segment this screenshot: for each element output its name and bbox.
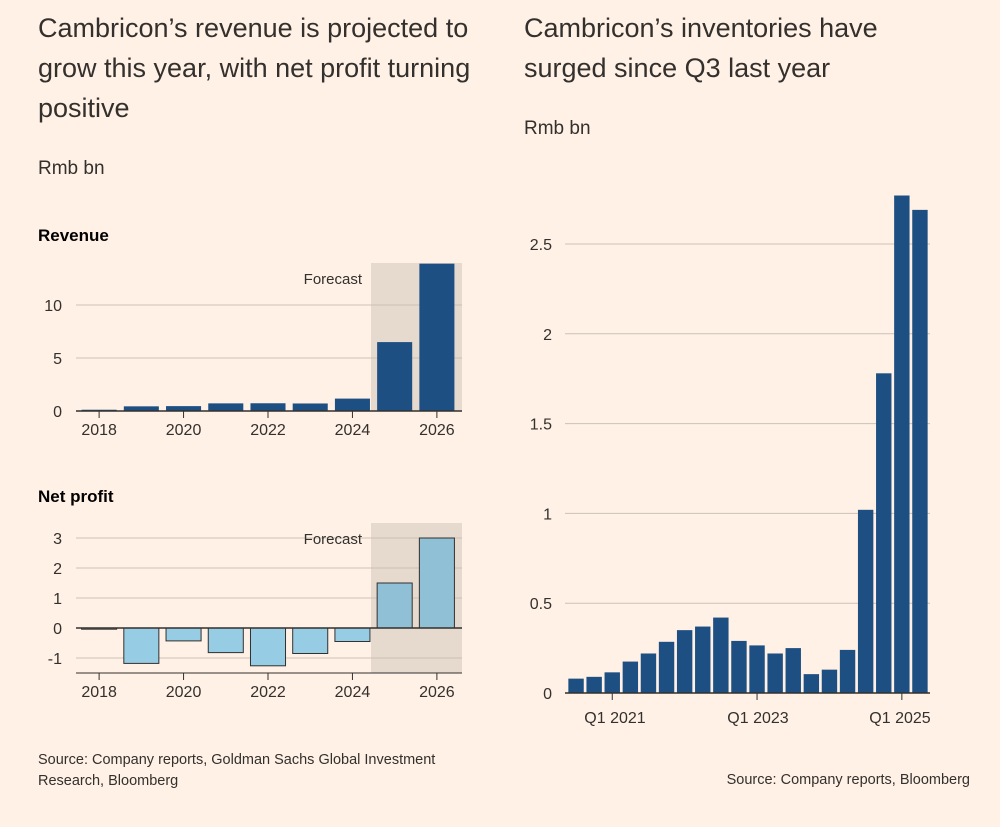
x-tick-label-2-0: Q1 2021	[584, 710, 645, 727]
bar-1-2021	[207, 627, 244, 654]
y-tick-label-2-1: 1	[543, 506, 552, 523]
bar-0-2021	[208, 403, 244, 411]
bar-2-16	[857, 509, 874, 693]
bar-0-2023	[292, 403, 328, 411]
bar-2-5	[658, 641, 675, 693]
bar-2-1	[586, 676, 602, 693]
bar-2-11	[767, 653, 783, 693]
bar-2-13	[803, 674, 820, 693]
x-tick-label-0-2020: 2020	[166, 422, 202, 439]
left-source-note: Source: Company reports, Goldman Sachs G…	[38, 752, 436, 789]
bar-0-2019	[123, 406, 159, 411]
revenue-subtitle: Revenue	[38, 226, 109, 245]
bar-2-4	[640, 653, 657, 693]
bar-1-2026	[418, 537, 455, 629]
y-tick-label-0-0: 0	[53, 404, 62, 421]
bar-2-3	[622, 661, 639, 693]
bar-2-8	[713, 617, 729, 693]
x-tick-label-1-2022: 2022	[250, 684, 286, 701]
left-unit-label: Rmb bn	[38, 158, 105, 179]
bar-2-7	[695, 626, 711, 693]
bar-0-2024	[334, 398, 370, 411]
y-tick-label-1-3: 3	[53, 531, 62, 548]
bar-0-2025	[377, 342, 413, 411]
bar-1-2024	[334, 627, 371, 642]
bar-0-2020	[166, 406, 202, 411]
x-tick-label-1-2024: 2024	[335, 684, 371, 701]
y-tick-label-2-2.5: 2.5	[530, 237, 552, 254]
left-chart-title: Cambricon’s revenue is projected to grow…	[38, 13, 471, 123]
net-profit-subtitle: Net profit	[38, 487, 114, 506]
bar-1-2020	[165, 627, 202, 642]
bar-1-2023	[292, 627, 329, 654]
x-tick-label-0-2024: 2024	[335, 422, 371, 439]
bar-1-2019	[123, 627, 160, 664]
x-tick-label-1-2026: 2026	[419, 684, 455, 701]
bar-2-9	[731, 640, 747, 693]
y-tick-label-2-0: 0	[543, 686, 552, 703]
x-tick-label-2-1: Q1 2023	[727, 710, 788, 727]
bar-2-18	[894, 195, 910, 693]
right-source-note: Source: Company reports, Bloomberg	[726, 772, 970, 788]
bar-2-0	[568, 678, 584, 693]
bar-2-15	[839, 649, 856, 693]
bar-1-2025	[376, 582, 413, 629]
y-tick-label-0-10: 10	[44, 298, 62, 315]
y-tick-label-0-5: 5	[53, 351, 62, 368]
y-tick-label-1-2: 2	[53, 561, 62, 578]
x-tick-label-0-2026: 2026	[419, 422, 455, 439]
y-tick-label-2-0.5: 0.5	[530, 596, 552, 613]
x-tick-label-0-2022: 2022	[250, 422, 286, 439]
bar-2-14	[821, 669, 838, 693]
bar-2-2	[604, 672, 620, 693]
right-unit-label: Rmb bn	[524, 118, 591, 139]
y-tick-label-2-2: 2	[543, 327, 552, 344]
y-tick-label-1-0: 0	[53, 621, 62, 638]
bar-0-2026	[419, 263, 455, 411]
bar-1-2022	[249, 627, 287, 667]
bar-2-10	[749, 645, 765, 693]
right-chart-title: Cambricon’s inventories have surged sinc…	[524, 13, 878, 83]
bar-2-17	[876, 373, 892, 693]
x-tick-label-0-2018: 2018	[81, 422, 117, 439]
bar-2-12	[785, 648, 801, 693]
y-tick-label-1-1: 1	[53, 591, 62, 608]
x-tick-label-2-2: Q1 2025	[869, 710, 930, 727]
forecast-label-0: Forecast	[304, 271, 363, 288]
x-tick-label-1-2020: 2020	[166, 684, 202, 701]
bar-2-6	[676, 630, 693, 693]
y-tick-label-2-1.5: 1.5	[530, 417, 552, 434]
x-tick-label-1-2018: 2018	[81, 684, 117, 701]
forecast-label-1: Forecast	[304, 531, 363, 548]
bar-0-2022	[250, 403, 286, 411]
y-tick-label-1--1: -1	[48, 651, 62, 668]
bar-2-19	[912, 209, 928, 693]
